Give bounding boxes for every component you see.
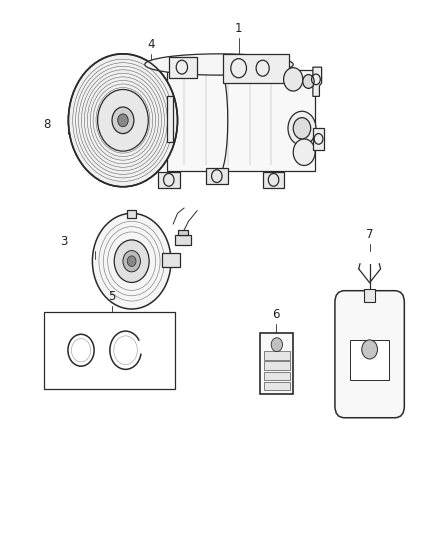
FancyBboxPatch shape bbox=[335, 290, 404, 418]
Circle shape bbox=[284, 68, 303, 91]
Bar bbox=[206, 168, 228, 184]
Text: 5: 5 bbox=[108, 289, 116, 303]
Bar bbox=[264, 382, 290, 390]
Bar bbox=[166, 96, 173, 142]
Bar bbox=[350, 340, 389, 379]
Bar bbox=[264, 361, 290, 370]
Bar bbox=[162, 253, 180, 266]
Circle shape bbox=[271, 338, 283, 352]
Bar bbox=[158, 172, 180, 188]
Circle shape bbox=[293, 118, 311, 139]
Bar bbox=[364, 289, 375, 302]
Bar bbox=[261, 333, 293, 394]
Text: 8: 8 bbox=[43, 118, 50, 131]
Circle shape bbox=[288, 111, 316, 146]
Bar bbox=[264, 351, 290, 360]
Text: 3: 3 bbox=[60, 235, 68, 248]
Bar bbox=[223, 54, 289, 83]
Circle shape bbox=[68, 54, 177, 187]
Circle shape bbox=[303, 75, 314, 88]
Circle shape bbox=[98, 90, 148, 151]
Polygon shape bbox=[313, 67, 321, 96]
Circle shape bbox=[127, 256, 136, 266]
Circle shape bbox=[92, 213, 171, 309]
Text: 7: 7 bbox=[366, 228, 373, 241]
Circle shape bbox=[293, 139, 315, 165]
Bar bbox=[177, 230, 188, 235]
Circle shape bbox=[362, 340, 378, 359]
Text: 1: 1 bbox=[235, 22, 242, 35]
Circle shape bbox=[114, 240, 149, 282]
Bar bbox=[169, 56, 197, 78]
Text: 6: 6 bbox=[272, 308, 279, 321]
Circle shape bbox=[118, 114, 128, 127]
Bar bbox=[263, 172, 285, 188]
Ellipse shape bbox=[145, 54, 293, 75]
Bar bbox=[175, 235, 191, 245]
Bar bbox=[44, 312, 175, 389]
Polygon shape bbox=[313, 128, 324, 150]
Bar bbox=[264, 372, 290, 380]
Bar bbox=[166, 70, 315, 171]
Circle shape bbox=[123, 251, 141, 272]
Circle shape bbox=[112, 107, 134, 134]
Text: 4: 4 bbox=[148, 38, 155, 51]
Bar bbox=[127, 209, 136, 217]
